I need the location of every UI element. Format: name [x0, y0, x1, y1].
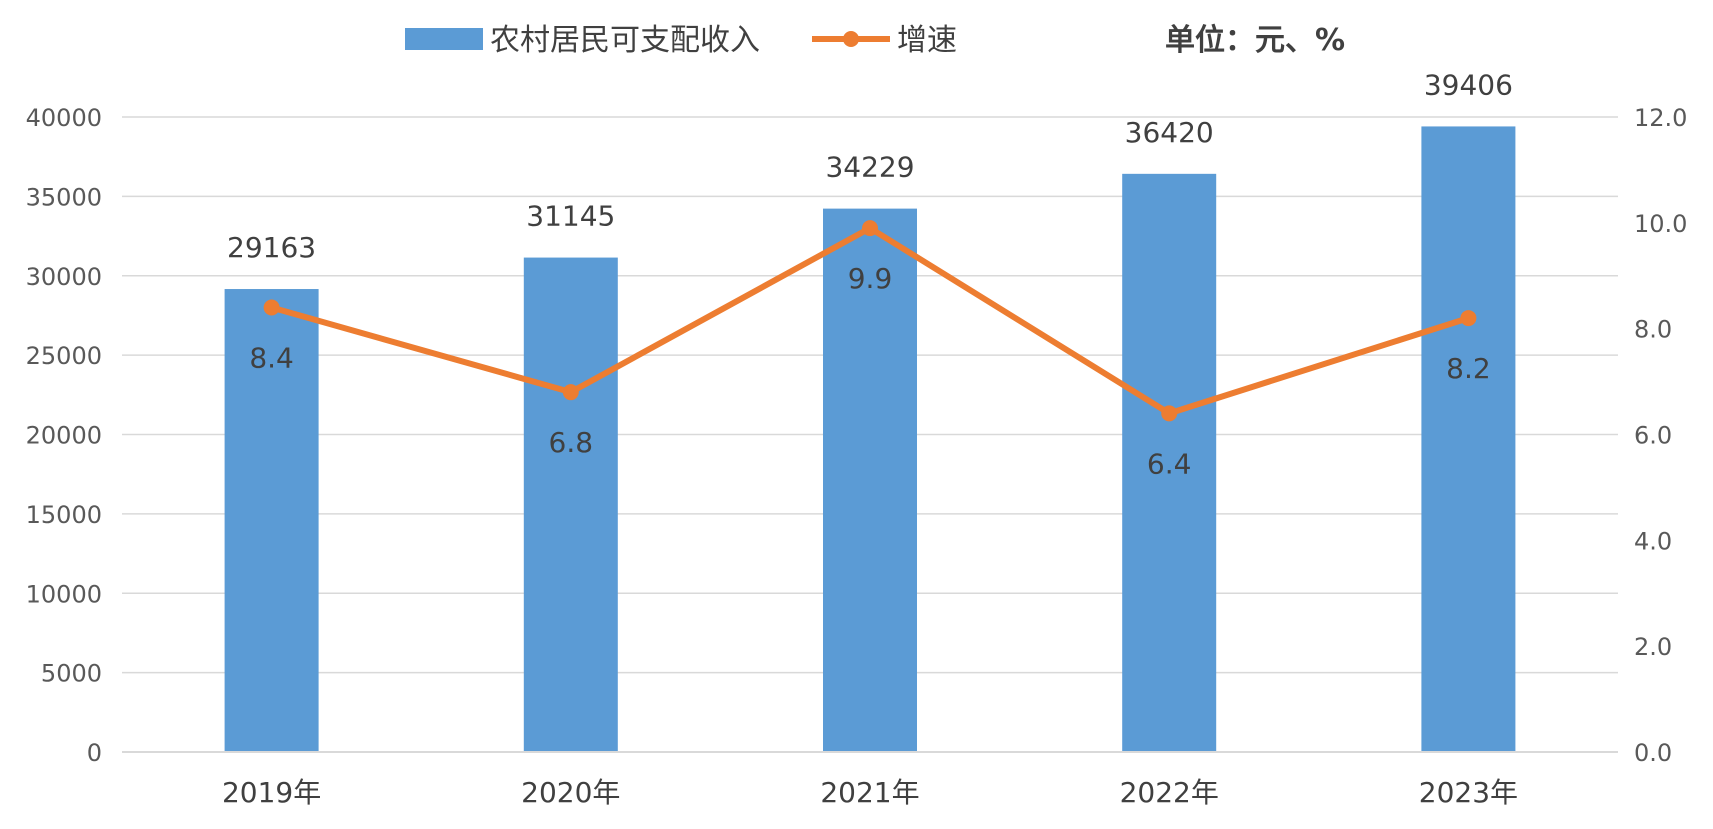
legend-bar-label: 农村居民可支配收入	[490, 23, 760, 58]
growth-value-label: 6.4	[1147, 447, 1192, 480]
growth-value-label: 6.8	[549, 426, 594, 459]
bar-value-label: 29163	[227, 231, 316, 264]
bar	[224, 289, 319, 752]
y-left-tick-label: 20000	[26, 422, 102, 450]
data-labels: 29163 31145 34229 36420 39406 8.4 6.8 9.9 6.4 8.2	[227, 68, 1513, 480]
x-category-label: 2019年	[222, 776, 321, 809]
y-left-tick-label: 15000	[26, 501, 102, 529]
y-left-tick-label: 35000	[26, 183, 102, 211]
axes: 0 5000 10000 15000 20000 25000 30000 35000 40000…	[26, 104, 1688, 809]
y-left-tick-label: 30000	[26, 263, 102, 291]
growth-point	[862, 220, 878, 237]
y-right-tick-label: 4.0	[1634, 527, 1672, 555]
legend-line-marker	[843, 31, 859, 47]
y-left-tick-label: 25000	[26, 342, 102, 370]
bar	[1122, 173, 1217, 752]
y-left-tick-label: 0	[87, 739, 102, 767]
y-left-tick-label: 10000	[26, 580, 102, 608]
growth-value-label: 8.2	[1446, 352, 1491, 385]
growth-point	[1161, 405, 1178, 422]
y-right-tick-label: 10.0	[1634, 210, 1687, 238]
bar	[523, 257, 618, 752]
growth-value-label: 8.4	[249, 342, 294, 375]
y-left-tick-label: 40000	[26, 104, 102, 132]
y-right-tick-label: 0.0	[1634, 739, 1672, 767]
x-category-label: 2023年	[1419, 776, 1518, 809]
bar-value-label: 36420	[1125, 116, 1214, 149]
unit-note: 单位：元、%	[1165, 23, 1345, 58]
y-right-tick-label: 2.0	[1634, 633, 1672, 661]
bar	[1421, 126, 1516, 752]
growth-point	[1460, 310, 1477, 327]
x-category-label: 2021年	[820, 776, 919, 809]
bar	[823, 208, 917, 752]
legend: 农村居民可支配收入 增速 单位：元、%	[405, 23, 1345, 58]
x-category-label: 2022年	[1120, 776, 1219, 809]
legend-line-label: 增速	[897, 23, 957, 58]
y-right-tick-label: 8.0	[1634, 316, 1672, 344]
growth-line	[263, 220, 1477, 422]
y-left-tick-label: 5000	[41, 660, 102, 688]
x-category-label: 2020年	[521, 776, 620, 809]
bar-value-label: 34229	[825, 151, 914, 184]
growth-point	[562, 384, 579, 401]
growth-point	[263, 299, 280, 316]
bar-value-label: 39406	[1424, 68, 1513, 101]
y-right-tick-label: 6.0	[1634, 422, 1672, 450]
y-right-tick-label: 12.0	[1634, 104, 1687, 132]
bars	[224, 126, 1516, 752]
bar-value-label: 31145	[526, 200, 615, 233]
legend-bar-swatch	[405, 28, 483, 50]
growth-value-label: 9.9	[848, 262, 893, 295]
